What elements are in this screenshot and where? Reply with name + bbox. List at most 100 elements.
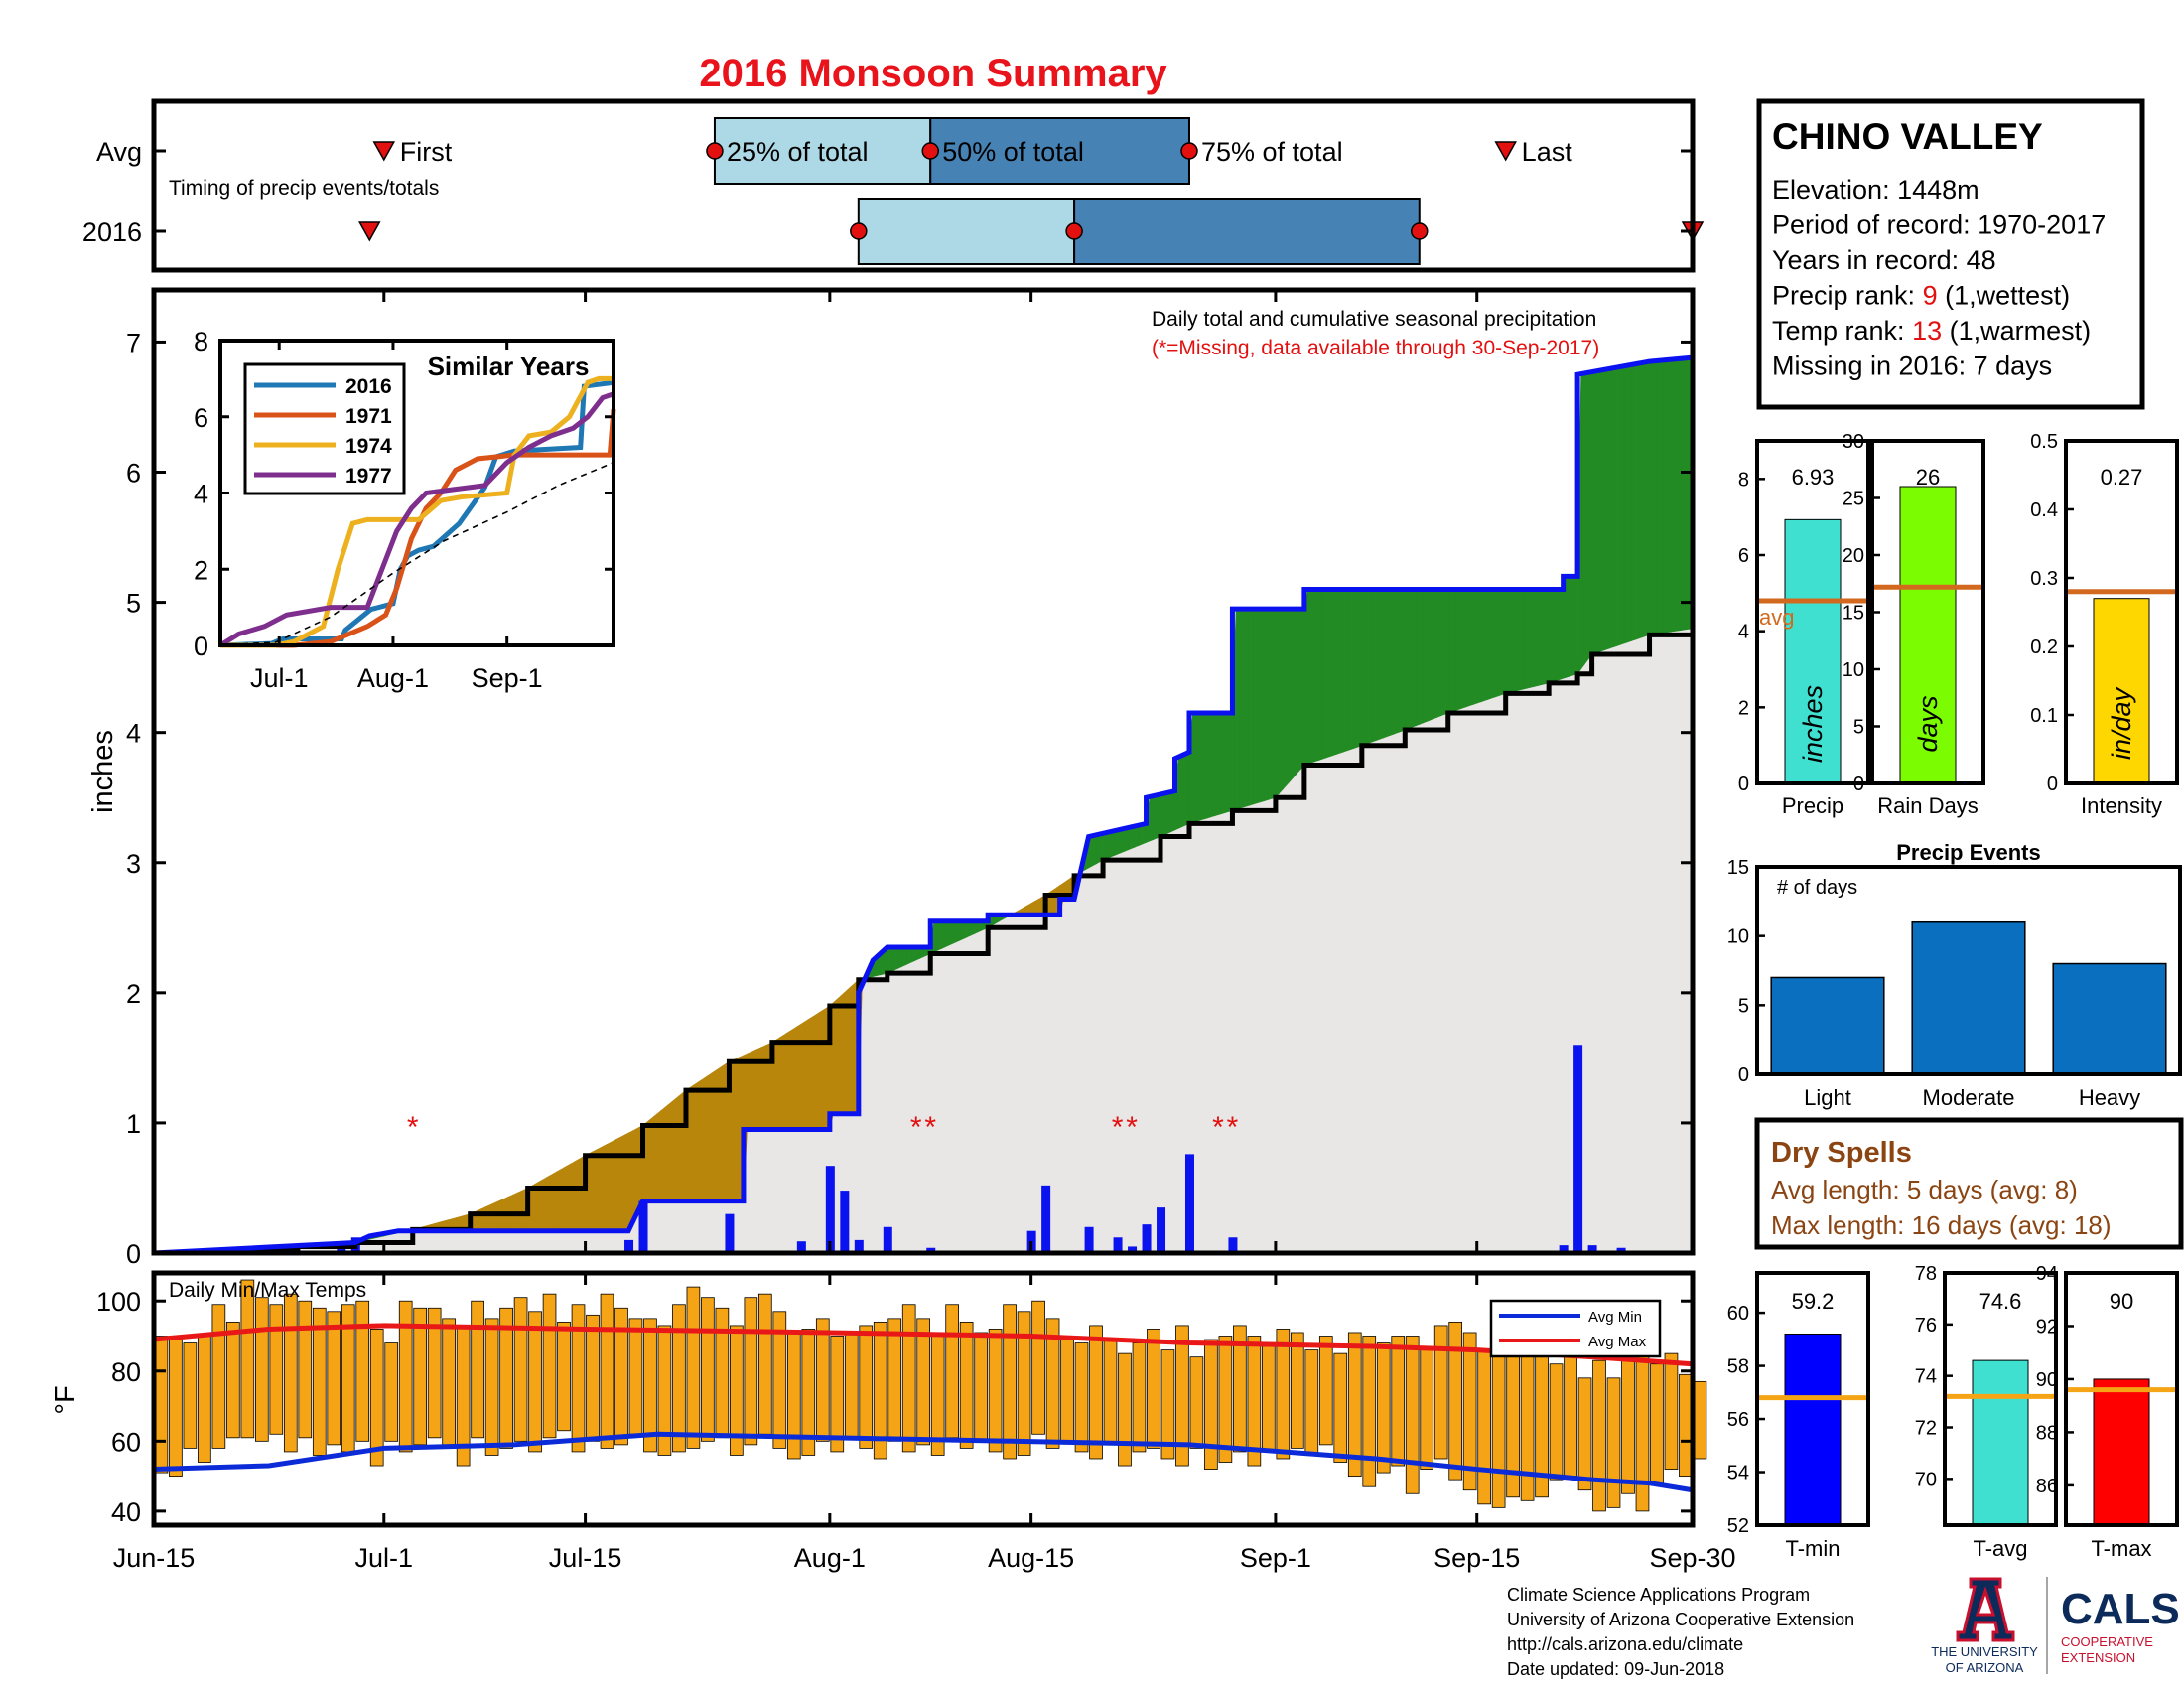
daily-temp-bar — [1636, 1353, 1649, 1511]
avg-25pct-marker — [707, 143, 723, 159]
missing-data-marker: * — [407, 1111, 419, 1144]
departure-fill-segment — [1160, 793, 1164, 836]
departure-fill-segment — [690, 1085, 694, 1200]
ua-block-a-icon — [1958, 1579, 2013, 1640]
departure-fill-segment — [1182, 754, 1186, 827]
departure-fill-segment — [837, 996, 841, 1114]
departure-fill-segment — [1581, 373, 1585, 669]
departure-fill-segment — [1617, 366, 1621, 645]
y-tick-label: 0 — [126, 1239, 141, 1269]
departure-fill-segment — [675, 1096, 679, 1201]
dry-spells-title: Dry Spells — [1771, 1137, 1912, 1169]
events-y-tick-label: 5 — [1738, 995, 1749, 1017]
temps-y-tick-label: 100 — [96, 1287, 141, 1317]
panel-y-tick-label: 5 — [1853, 717, 1864, 739]
departure-fill-segment — [671, 1099, 675, 1201]
departure-fill-segment — [1272, 609, 1276, 798]
summary-value: 6.93 — [1792, 465, 1835, 490]
inset-title: Similar Years — [428, 352, 590, 381]
departure-fill-segment — [1509, 589, 1513, 692]
departure-fill-segment — [1538, 589, 1542, 685]
departure-fill-segment — [1448, 589, 1452, 713]
panel-y-tick-label: 0.1 — [2030, 705, 2058, 727]
footer-line: http://cals.arizona.edu/climate — [1507, 1634, 1743, 1654]
departure-fill-segment — [1318, 589, 1322, 760]
departure-fill-segment — [1498, 589, 1502, 695]
departure-fill-segment — [1132, 826, 1136, 848]
station-line-label: Elevation: 1448m — [1772, 175, 1979, 205]
departure-fill-segment — [1261, 609, 1265, 801]
panel-y-tick-label: 76 — [1915, 1315, 1937, 1337]
daily-temp-bar — [946, 1305, 959, 1438]
departure-fill-segment — [1344, 589, 1348, 751]
daily-temp-bar — [1593, 1360, 1606, 1511]
station-line-label: Temp rank: — [1772, 316, 1912, 346]
departure-fill-segment — [1167, 791, 1171, 833]
departure-fill-segment — [1185, 752, 1189, 825]
panel-y-tick-label: 0.4 — [2030, 499, 2058, 521]
2016-q1-box — [859, 199, 1074, 264]
panel-y-tick-label: 0.2 — [2030, 636, 2058, 658]
summary-value: 59.2 — [1792, 1289, 1835, 1314]
events-y-tick-label: 0 — [1738, 1064, 1749, 1086]
event-bar — [1912, 922, 2025, 1074]
inset-y-tick-label: 4 — [194, 480, 208, 509]
panel-y-tick-label: 10 — [1843, 659, 1864, 681]
daily-temp-bar — [472, 1301, 484, 1438]
inset-x-tick-label: Jul-1 — [250, 663, 309, 693]
daily-temp-bar — [1449, 1322, 1462, 1480]
departure-fill-segment — [567, 1164, 571, 1231]
daily-temp-bar — [587, 1315, 600, 1441]
daily-temp-bar — [299, 1301, 312, 1438]
daily-temp-bar — [184, 1343, 197, 1449]
departure-fill-segment — [596, 1148, 600, 1231]
departure-fill-segment — [1431, 589, 1434, 720]
summary-unit: inches — [1798, 685, 1828, 763]
daily-temp-bar — [1406, 1337, 1419, 1494]
missing-data-marker: * — [910, 1111, 922, 1144]
departure-fill-segment — [564, 1166, 568, 1231]
daily-temp-bar — [888, 1319, 901, 1441]
panel-y-tick-label: 56 — [1727, 1409, 1749, 1431]
departure-fill-segment — [1254, 609, 1258, 804]
departure-fill-segment — [1488, 589, 1492, 699]
daily-temp-bar — [1104, 1340, 1117, 1445]
avg-75pct-marker — [1181, 143, 1197, 159]
departure-fill-segment — [786, 1031, 790, 1129]
panel-y-tick-label: 15 — [1843, 603, 1864, 625]
departure-fill-segment — [959, 921, 963, 941]
departure-fill-segment — [1290, 609, 1294, 781]
departure-fill-segment — [1304, 589, 1308, 765]
departure-fill-segment — [1599, 370, 1603, 652]
departure-fill-segment — [941, 921, 945, 949]
daily-temp-bar — [787, 1333, 800, 1459]
panel-y-tick-label: 30 — [1843, 431, 1864, 453]
departure-fill-segment — [1423, 589, 1427, 722]
departure-fill-segment — [600, 1146, 604, 1230]
missing-note: (*=Missing, data available through 30-Se… — [1152, 337, 1599, 359]
daily-temp-bar — [198, 1337, 210, 1463]
panel-y-tick-label: 8 — [1738, 469, 1749, 491]
departure-fill-segment — [890, 947, 894, 972]
panel-category-label: Intensity — [2081, 793, 2162, 818]
departure-fill-segment — [1592, 371, 1596, 654]
daily-temp-bar — [226, 1322, 239, 1437]
departure-fill-segment — [517, 1192, 521, 1231]
departure-fill-segment — [1664, 359, 1668, 633]
daily-temp-bar — [169, 1337, 182, 1477]
departure-fill-segment — [776, 1038, 780, 1129]
departure-fill-segment — [560, 1168, 564, 1231]
daily-temp-bar — [255, 1298, 268, 1442]
daily-temp-bar — [1521, 1350, 1534, 1501]
daily-temp-bar — [716, 1308, 729, 1438]
daily-temp-bar — [155, 1337, 168, 1474]
departure-fill-segment — [1052, 888, 1056, 915]
panel-category-label: Rain Days — [1877, 793, 1978, 818]
main-plot-subtitle: Daily total and cumulative seasonal prec… — [1152, 308, 1596, 331]
departure-fill-segment — [1247, 609, 1251, 806]
departure-fill-segment — [1462, 589, 1466, 708]
daily-temp-bar — [385, 1343, 398, 1442]
departure-fill-segment — [578, 1158, 582, 1231]
daily-precip-bar — [1573, 1045, 1582, 1253]
